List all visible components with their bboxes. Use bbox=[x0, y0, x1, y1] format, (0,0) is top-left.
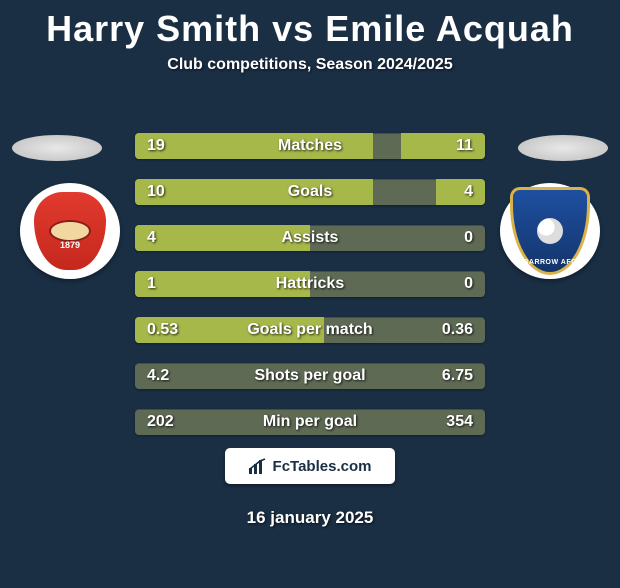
stat-value-right: 4 bbox=[452, 179, 485, 205]
crest-text: BARROW AFC bbox=[513, 259, 587, 266]
player1-club-crest: 1879 bbox=[20, 183, 120, 279]
page-title: Harry Smith vs Emile Acquah bbox=[0, 8, 620, 50]
stat-label: Goals bbox=[288, 183, 332, 201]
brand-badge[interactable]: FcTables.com bbox=[225, 448, 395, 484]
stat-row: 1 Hattricks 0 bbox=[135, 271, 485, 297]
stat-value-right: 11 bbox=[444, 133, 485, 159]
stat-value-left: 0.53 bbox=[135, 317, 190, 343]
swindon-crest-icon: 1879 bbox=[32, 190, 108, 272]
stat-value-left: 4 bbox=[135, 225, 168, 251]
player2-club-crest: BARROW AFC bbox=[500, 183, 600, 279]
stat-label: Min per goal bbox=[263, 413, 357, 431]
stat-value-left: 4.2 bbox=[135, 363, 181, 389]
stat-row: 4.2 Shots per goal 6.75 bbox=[135, 363, 485, 389]
player2-photo-placeholder bbox=[518, 135, 608, 161]
stat-value-left: 19 bbox=[135, 133, 177, 159]
stat-row: 4 Assists 0 bbox=[135, 225, 485, 251]
stats-container: 19 Matches 11 10 Goals 4 4 Assists 0 1 H… bbox=[135, 133, 485, 455]
generated-date: 16 january 2025 bbox=[0, 508, 620, 528]
stat-value-right: 0 bbox=[452, 225, 485, 251]
crest-year: 1879 bbox=[60, 240, 80, 250]
stat-value-left: 202 bbox=[135, 409, 186, 435]
barrow-crest-icon: BARROW AFC bbox=[510, 187, 590, 275]
stat-row: 202 Min per goal 354 bbox=[135, 409, 485, 435]
stat-row: 19 Matches 11 bbox=[135, 133, 485, 159]
stat-value-left: 10 bbox=[135, 179, 177, 205]
ball-icon bbox=[537, 218, 563, 244]
stat-value-right: 6.75 bbox=[430, 363, 485, 389]
stat-label: Hattricks bbox=[276, 275, 344, 293]
stat-value-left: 1 bbox=[135, 271, 168, 297]
player1-photo-placeholder bbox=[12, 135, 102, 161]
stat-value-right: 0 bbox=[452, 271, 485, 297]
page-subtitle: Club competitions, Season 2024/2025 bbox=[0, 56, 620, 74]
stat-row: 0.53 Goals per match 0.36 bbox=[135, 317, 485, 343]
stat-value-right: 354 bbox=[434, 409, 485, 435]
brand-chart-icon bbox=[249, 458, 267, 474]
brand-text: FcTables.com bbox=[273, 458, 372, 475]
stat-row: 10 Goals 4 bbox=[135, 179, 485, 205]
stat-label: Goals per match bbox=[247, 321, 372, 339]
stat-label: Matches bbox=[278, 137, 342, 155]
stat-value-right: 0.36 bbox=[430, 317, 485, 343]
stat-label: Assists bbox=[282, 229, 339, 247]
stat-label: Shots per goal bbox=[254, 367, 365, 385]
